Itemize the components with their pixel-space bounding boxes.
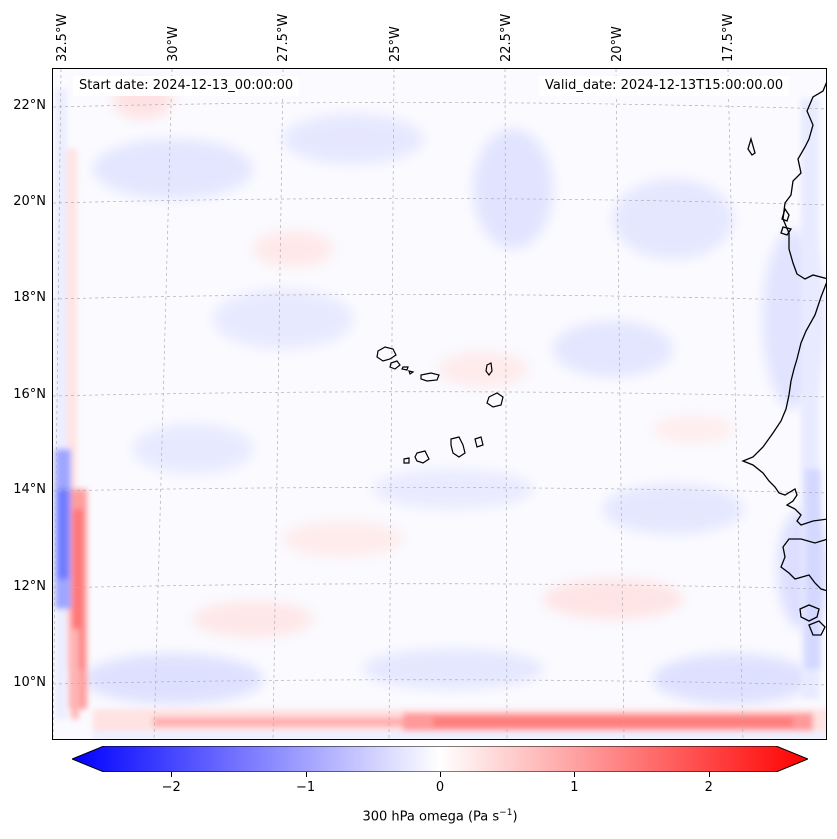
colorbar-fill (70, 745, 810, 773)
colorbar-tick (305, 772, 307, 777)
lon-label-30w: 30°W (166, 26, 181, 62)
lon-label-22-5w: 22.5°W (499, 13, 514, 62)
colorbar-label-text: 300 hPa omega (Pa s (362, 809, 500, 825)
lat-label-10n: 10°N (13, 675, 46, 690)
colorbar-label-unit-exponent: −1 (499, 808, 513, 818)
colorbar (70, 745, 810, 773)
lat-label-18n: 18°N (13, 290, 46, 305)
lon-label-32-5w: 32.5°W (55, 13, 70, 62)
lon-label-27-5w: 27.5°W (276, 13, 291, 62)
colorbar-tick-label: 1 (570, 780, 579, 795)
colorbar-tick-label: 2 (704, 780, 713, 795)
coastline-cape-verde (376, 346, 504, 464)
bottom-boundary-bands (93, 709, 826, 739)
positive-omega-patches (113, 79, 733, 637)
left-boundary-bands (55, 89, 87, 719)
colorbar-graphic (70, 745, 810, 773)
colorbar-label-close: ) (512, 809, 518, 825)
coastline-africa (741, 82, 826, 636)
colorbar-tick-label: −1 (296, 780, 316, 795)
map-panel (52, 68, 827, 740)
lon-label-25w: 25°W (388, 26, 403, 62)
lat-label-20n: 20°N (13, 194, 46, 209)
colorbar-tick (440, 772, 441, 777)
colorbar-tick-label: −2 (161, 780, 181, 795)
colorbar-tick (574, 772, 576, 777)
graticule (53, 69, 826, 739)
lat-label-22n: 22°N (13, 98, 46, 113)
lon-label-20w: 20°W (610, 26, 625, 62)
start-date-label: Start date: 2024-12-13_00:00:00 (73, 76, 300, 96)
lat-label-16n: 16°N (13, 387, 46, 402)
colorbar-tick-label: 0 (435, 780, 445, 795)
colorbar-tick (708, 772, 710, 777)
right-boundary-bands (801, 99, 821, 699)
colorbar-label: 300 hPa omega (Pa s−1) (0, 808, 837, 824)
lat-label-14n: 14°N (13, 482, 46, 497)
lat-label-12n: 12°N (13, 579, 46, 594)
valid-date-label: Valid_date: 2024-12-13T15:00:00.00 (539, 76, 790, 96)
omega-field-map (53, 69, 826, 739)
lon-label-17-5w: 17.5°W (721, 13, 736, 62)
colorbar-tick (171, 772, 173, 777)
